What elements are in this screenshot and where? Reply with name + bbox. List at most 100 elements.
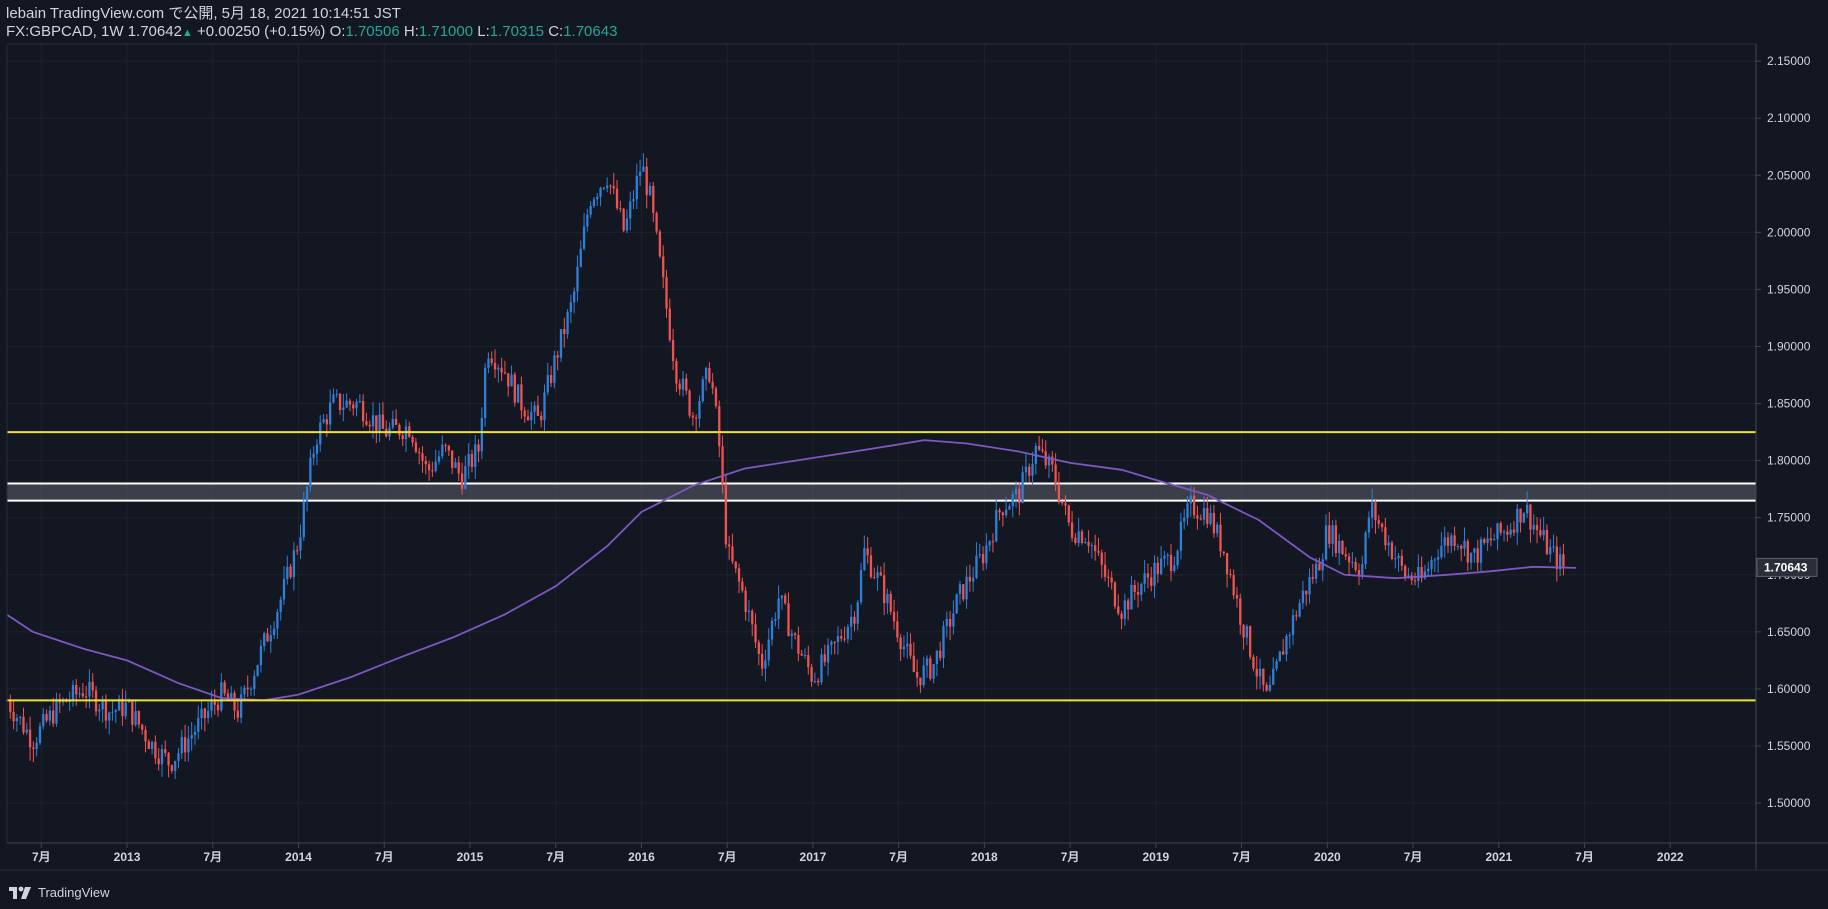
candle-up [1502,531,1506,533]
candle-up [434,461,437,472]
candle-up [586,214,589,227]
candle-down [1070,522,1074,538]
candle-down [1476,548,1479,563]
candle-up [1338,540,1341,554]
candle-down [655,212,658,232]
candle-up [329,402,332,425]
candle-down [365,421,368,425]
candle-down [296,550,299,552]
candle-down [662,256,665,278]
candle-down [418,451,421,454]
price-tick-label: 1.80000 [1767,454,1811,468]
candle-down [1519,508,1522,523]
candle-up [259,645,263,666]
candle-up [305,487,309,502]
candle-down [12,711,15,722]
time-tick-label: 2016 [628,850,655,864]
candle-up [1427,568,1430,572]
candle-down [1097,551,1100,553]
candle-down [807,654,810,668]
candle-up [124,702,127,717]
candle-up [1456,545,1460,547]
candle-up [391,418,394,428]
candle-up [1479,539,1483,563]
candle-down [141,724,144,730]
candle-down [737,568,741,582]
candle-up [150,741,154,749]
candle-up [1440,545,1443,558]
candle-down [91,681,94,691]
candle-up [467,453,470,467]
publish-info: lebain TradingView.com で公開, 5月 18, 2021 … [6,5,401,22]
candle-down [869,555,873,577]
candle-up [1130,584,1133,610]
candle-down [526,416,530,421]
candle-down [1156,562,1159,575]
candle-down [1562,554,1565,567]
highlight-zone [7,482,1756,502]
candle-down [1377,520,1380,524]
candle-up [701,379,704,402]
price-axis[interactable]: 2.15000 2.10000 2.05000 2.00000 1.95000 1.900… [1756,54,1811,810]
candle-up [474,444,477,467]
candle-up [836,636,840,643]
candle-down [444,444,447,446]
time-tick-label: 7月 [1575,850,1594,864]
candle-up [863,548,866,570]
candle-up [747,610,751,612]
candle-up [856,602,859,624]
candle-down [612,185,615,189]
time-tick-label: 2019 [1143,850,1170,864]
candle-down [167,753,170,766]
candle-up [279,599,282,613]
candle-down [1212,512,1216,534]
candle-up [1291,615,1295,635]
candle-down [1136,591,1140,595]
candle-up [978,554,981,556]
candle-down [744,590,747,612]
candle-down [1420,567,1423,579]
candle-down [731,546,734,562]
candle-up [1331,525,1334,544]
candle-up [569,302,573,312]
candle-up [1258,668,1262,677]
candle-down [1146,573,1150,578]
candle-up [764,660,767,669]
candle-up [559,329,563,358]
candle-down [1506,531,1509,535]
time-axis[interactable]: 7月 2013 7月 2014 7月 2015 7月 2016 7月 2017 7月 2018 7月 20… [32,843,1684,864]
candle-down [457,462,460,474]
candle-up [1008,506,1011,510]
candle-down [381,414,385,429]
candle-up [1090,545,1094,547]
candle-down [500,367,503,373]
candle-up [1549,546,1552,555]
candle-down [1466,540,1469,563]
candle-down [793,633,797,636]
candle-down [678,383,681,390]
candle-up [648,185,652,196]
candle-down [909,643,912,656]
footer-brand[interactable]: TradingView [38,885,110,900]
price-tick-label: 1.85000 [1767,397,1811,411]
candle-down [1483,539,1486,543]
time-tick-label: 7月 [1404,850,1423,864]
candle-down [1064,503,1067,506]
candle-down [718,406,721,447]
candle-up [704,367,708,380]
time-tick-label: 2015 [457,850,484,864]
candle-up [602,187,606,189]
candle-down [1341,540,1344,555]
candle-down [671,339,675,361]
candle-up [1179,521,1183,551]
price-tick-label: 1.60000 [1767,682,1811,696]
candle-up [276,612,279,629]
candle-up [698,401,701,419]
candle-down [695,417,698,419]
candle-up [790,633,793,637]
candle-up [596,196,599,200]
candle-up [942,625,945,659]
candle-down [348,400,352,405]
candle-up [642,166,645,172]
